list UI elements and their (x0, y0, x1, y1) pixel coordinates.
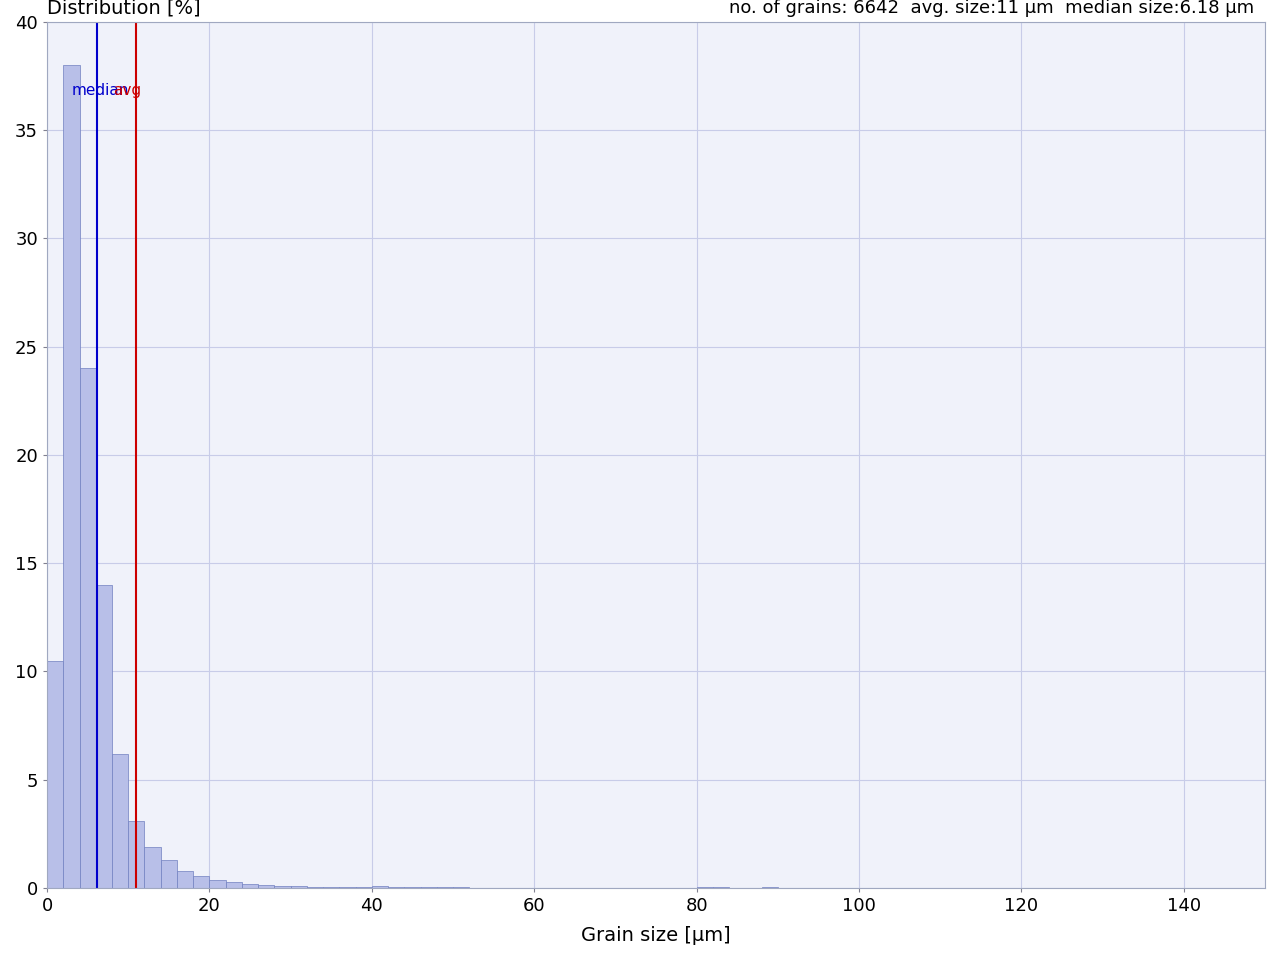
Bar (371, 886, 388, 888)
Bar (210, 880, 225, 888)
Bar (323, 887, 339, 888)
Bar (96, 585, 111, 888)
Text: median: median (72, 83, 129, 98)
Bar (111, 754, 128, 888)
Bar (307, 887, 323, 888)
X-axis label: Grain size [μm]: Grain size [μm] (581, 926, 731, 945)
Text: Distribution [%]: Distribution [%] (47, 0, 201, 17)
Bar (47, 660, 63, 888)
Bar (225, 882, 242, 888)
Bar (79, 369, 96, 888)
Bar (161, 860, 177, 888)
Bar (177, 871, 193, 888)
Text: no. of grains: 6642  avg. size:11 μm  median size:6.18 μm: no. of grains: 6642 avg. size:11 μm medi… (730, 0, 1254, 17)
Bar (128, 821, 145, 888)
Bar (242, 884, 259, 888)
Bar (388, 887, 404, 888)
Text: avg: avg (113, 83, 141, 98)
Bar (291, 886, 307, 888)
Bar (193, 876, 210, 888)
Bar (696, 887, 713, 888)
Bar (63, 65, 79, 888)
Bar (274, 886, 291, 888)
Bar (762, 887, 778, 888)
Bar (259, 885, 274, 888)
Bar (145, 847, 161, 888)
